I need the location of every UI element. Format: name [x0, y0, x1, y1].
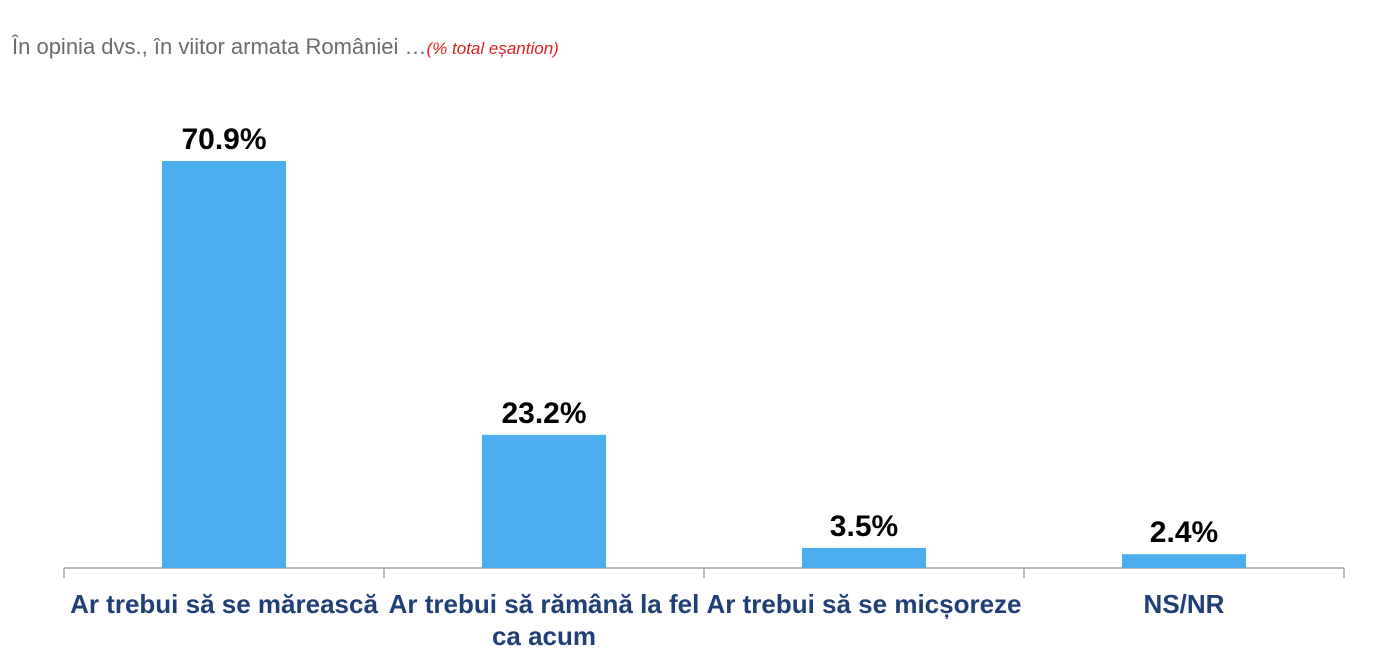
- x-tick-label: Ar trebui să se mărească: [70, 589, 378, 619]
- bar: [482, 434, 606, 568]
- value-label: 23.2%: [501, 397, 586, 430]
- chart-title: În opinia dvs., în viitor armata Românie…: [12, 34, 427, 59]
- chart-title-block: În opinia dvs., în viitor armata Românie…: [12, 34, 559, 60]
- value-label: 70.9%: [181, 123, 266, 156]
- x-tick-label: Ar trebui să se micșoreze: [706, 589, 1022, 619]
- bar: [162, 161, 286, 568]
- value-label: 3.5%: [830, 510, 898, 543]
- bar: [1122, 554, 1246, 568]
- x-tick-label: Ar trebui să rămână la fel ca acum: [388, 589, 700, 651]
- x-tick-label: NS/NR: [1143, 589, 1225, 619]
- chart-subtitle: (% total eșantion): [426, 39, 559, 58]
- value-label: 2.4%: [1150, 516, 1218, 549]
- bar: [802, 547, 926, 568]
